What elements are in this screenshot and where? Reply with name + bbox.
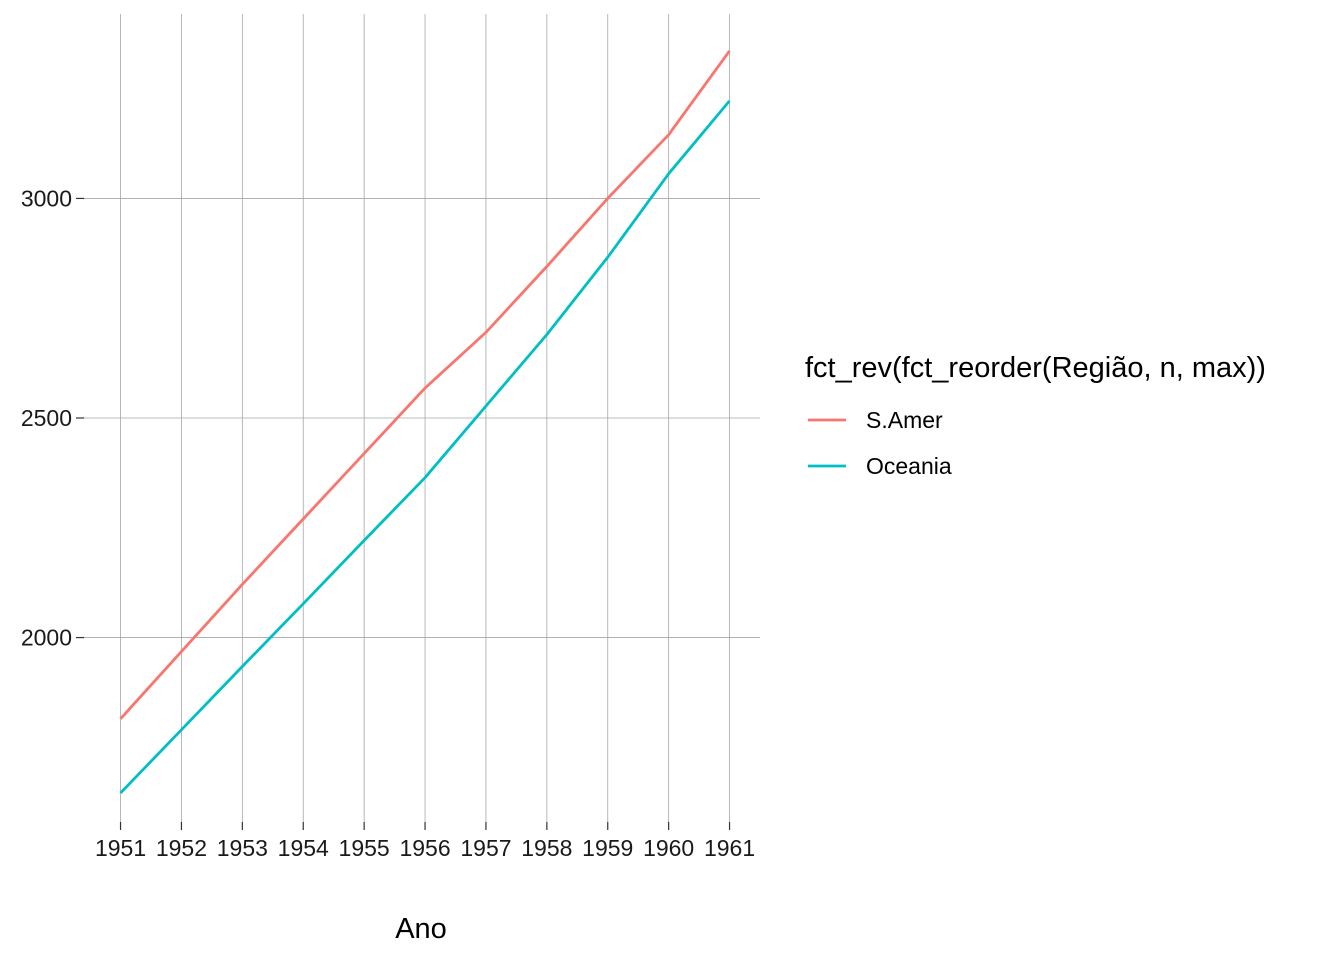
legend-title: fct_rev(fct_reorder(Região, n, max)) [805, 352, 1266, 384]
legend-label: Oceania [866, 453, 952, 479]
x-tick-label: 1958 [521, 835, 572, 861]
x-tick-label: 1953 [217, 835, 268, 861]
x-tick-label: 1954 [278, 835, 329, 861]
y-tick-label: 3000 [21, 185, 72, 211]
x-tick-label: 1952 [156, 835, 207, 861]
y-tick-label: 2500 [21, 405, 72, 431]
series-line-oceania [119, 100, 731, 794]
x-tick-label: 1960 [643, 835, 694, 861]
x-tick-label: 1957 [460, 835, 511, 861]
legend: fct_rev(fct_reorder(Região, n, max)) S.A… [805, 352, 1266, 479]
series-line-s-amer [119, 50, 731, 720]
x-tick-label: 1956 [399, 835, 450, 861]
legend-items: S.Amer Oceania [808, 407, 952, 479]
x-tick-label: 1955 [339, 835, 390, 861]
x-tick-label: 1951 [95, 835, 146, 861]
y-axis-ticks: 2000 2500 3000 [21, 185, 84, 651]
y-tick-label: 2000 [21, 625, 72, 651]
x-tick-label: 1961 [704, 835, 755, 861]
grid-lines [84, 14, 760, 822]
x-axis-ticks: 1951 1952 1953 1954 1955 1956 1957 1958 1959 1960… [95, 822, 755, 861]
x-tick-label: 1959 [582, 835, 633, 861]
series-lines [119, 50, 731, 794]
legend-label: S.Amer [866, 407, 943, 433]
x-axis-title: Ano [395, 913, 447, 945]
